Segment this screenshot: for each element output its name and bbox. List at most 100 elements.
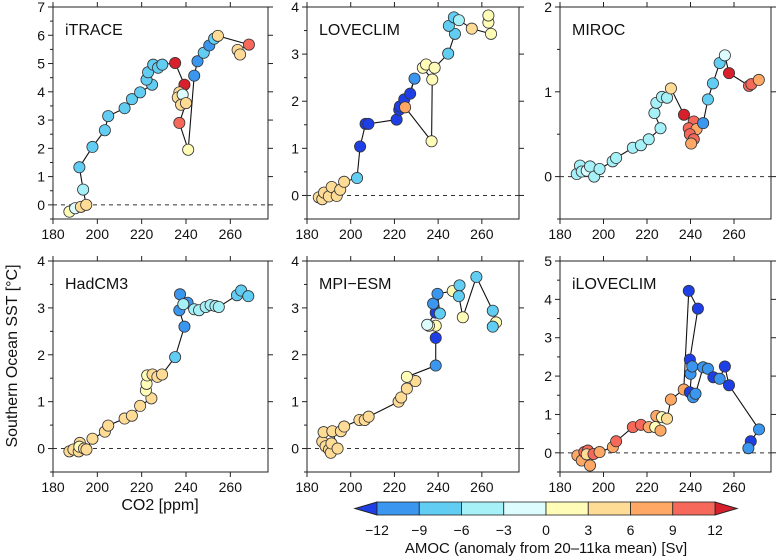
data-point <box>723 67 736 80</box>
y-axis-label: Southern Ocean SST [°C] <box>4 264 21 447</box>
data-point <box>718 360 731 373</box>
x-tick-label: 220 <box>635 479 659 495</box>
x-axis-label: CO2 [ppm] <box>121 497 198 514</box>
data-point <box>177 298 190 311</box>
data-point <box>102 110 115 123</box>
data-point <box>426 73 439 86</box>
colorbar-bin <box>418 501 462 516</box>
data-point <box>338 420 351 433</box>
data-point <box>718 49 731 62</box>
y-tick-label: 3 <box>37 112 45 128</box>
x-tick-label: 200 <box>592 479 616 495</box>
data-point <box>242 38 255 51</box>
colorbar-bin <box>376 501 420 516</box>
x-tick-label: 180 <box>548 479 572 495</box>
data-point <box>452 290 465 303</box>
data-point <box>442 47 455 60</box>
data-point <box>485 27 498 40</box>
data-point <box>648 107 661 120</box>
data-point <box>211 29 224 42</box>
y-tick-label: 4 <box>291 0 299 15</box>
y-tick-label: 3 <box>291 46 299 62</box>
y-tick-label: 2 <box>291 347 299 363</box>
data-point <box>664 393 677 406</box>
data-point <box>125 409 138 422</box>
y-tick-label: 3 <box>37 300 45 316</box>
data-point <box>610 151 623 164</box>
colorbar-tick-label: 9 <box>669 522 677 538</box>
colorbar-bin <box>587 501 631 516</box>
x-tick-label: 260 <box>219 226 243 242</box>
data-point <box>456 311 469 324</box>
data-point <box>661 412 674 425</box>
data-point <box>691 302 704 315</box>
colorbar-bin <box>672 501 716 516</box>
data-point <box>179 97 192 110</box>
y-tick-label: 2 <box>544 0 552 15</box>
x-tick-label: 180 <box>41 479 65 495</box>
data-point <box>77 183 90 196</box>
data-point <box>482 9 495 22</box>
x-tick-label: 260 <box>722 479 746 495</box>
data-point <box>156 368 169 381</box>
y-tick-label: 1 <box>544 406 552 422</box>
x-tick-label: 240 <box>679 226 703 242</box>
data-point <box>331 442 344 455</box>
data-point <box>134 399 147 412</box>
y-tick-label: 4 <box>37 253 45 269</box>
data-point <box>428 61 441 74</box>
data-point <box>429 359 442 372</box>
data-point <box>242 290 255 303</box>
y-tick-label: 1 <box>291 394 299 410</box>
colorbar-tick-label: 12 <box>707 522 723 538</box>
data-point <box>188 69 201 82</box>
data-point <box>173 116 186 129</box>
data-point <box>642 133 655 146</box>
y-tick-label: 2 <box>37 140 45 156</box>
data-point <box>433 307 446 320</box>
data-point <box>654 424 667 437</box>
y-tick-label: 0 <box>291 187 299 203</box>
y-tick-label: 0 <box>291 441 299 457</box>
data-point <box>169 56 182 69</box>
data-point <box>86 140 99 153</box>
data-point <box>584 459 597 472</box>
data-point <box>354 140 367 153</box>
data-point <box>351 172 364 185</box>
colorbar-tick-label: −6 <box>454 522 470 538</box>
data-point <box>212 300 225 313</box>
panel-title: MPI−ESM <box>319 276 391 293</box>
data-point <box>362 117 375 130</box>
colorbar-tick-label: 6 <box>627 522 635 538</box>
data-point <box>431 287 444 300</box>
panel-title: LOVECLIM <box>319 22 400 39</box>
plot-frame <box>559 260 772 473</box>
data-point <box>156 58 169 71</box>
x-tick-label: 200 <box>339 479 363 495</box>
data-point <box>677 108 690 121</box>
y-tick-label: 5 <box>544 253 552 269</box>
x-tick-label: 220 <box>383 226 407 242</box>
data-point <box>453 279 466 292</box>
panel-miroc: 0 1 2 180 200 220 240 260 MIROC <box>544 0 776 242</box>
colorbar-over-triangle <box>714 501 739 516</box>
panel-mpiesm: 0 1 2 3 4 180 200 220 240 260 MPI−ESM <box>291 253 524 495</box>
data-point <box>125 93 138 106</box>
x-tick-label: 200 <box>86 479 110 495</box>
data-point <box>118 102 131 115</box>
x-tick-label: 220 <box>130 479 154 495</box>
data-point <box>191 55 204 68</box>
panel-itrace: 0 1 2 3 4 5 6 7 180 200 220 240 260 iTRACE <box>37 0 273 242</box>
data-point <box>400 382 413 395</box>
x-tick-label: 220 <box>130 226 154 242</box>
y-tick-label: 2 <box>37 347 45 363</box>
panel-hadcm: 0 1 2 3 4 180 200 220 240 260 HadCM3 <box>37 253 273 495</box>
x-tick-label: 240 <box>174 479 198 495</box>
data-point <box>593 446 606 459</box>
colorbar-bin <box>503 501 547 516</box>
data-point <box>86 432 99 445</box>
data-point <box>73 161 86 174</box>
panel-title: iLOVECLIM <box>572 276 656 293</box>
